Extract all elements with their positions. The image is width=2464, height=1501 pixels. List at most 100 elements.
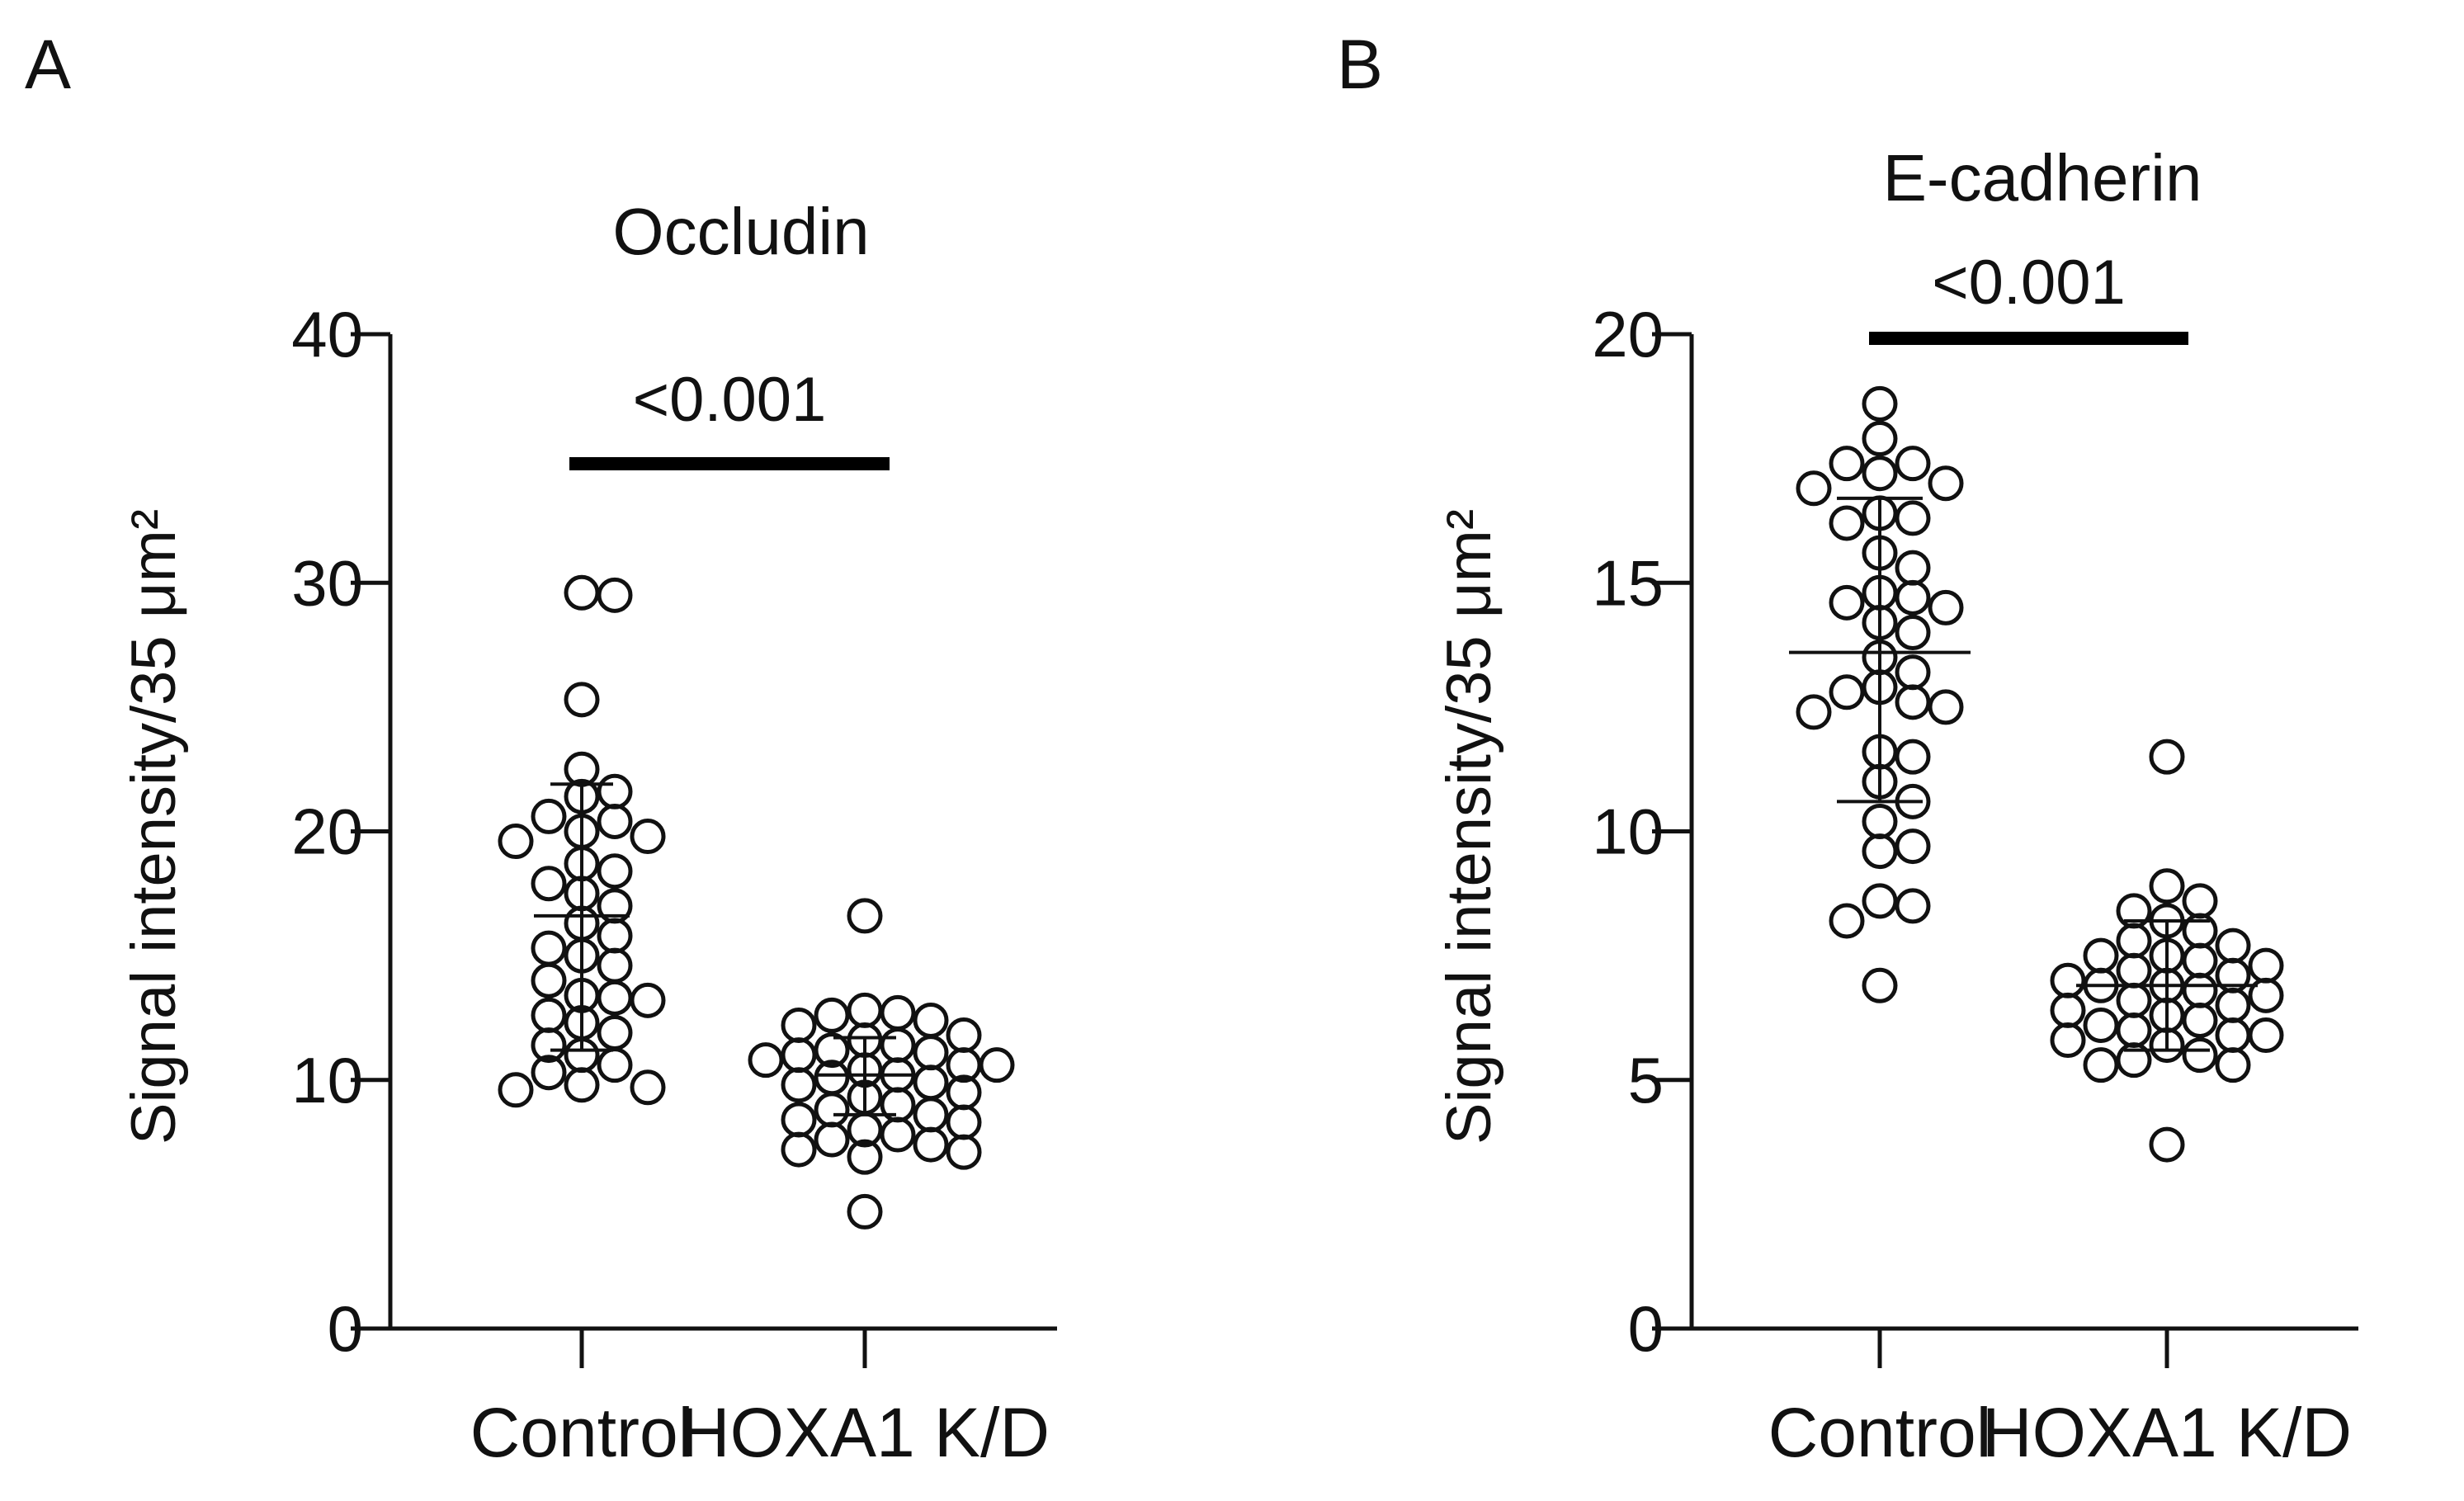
x-category-label: Control	[470, 1394, 694, 1471]
data-point	[781, 1007, 817, 1043]
data-point	[597, 803, 633, 839]
y-tick-label: 0	[328, 1292, 363, 1365]
y-tick-label: 20	[291, 795, 363, 868]
data-point	[597, 979, 633, 1016]
data-point	[531, 1055, 567, 1091]
data-point	[1895, 615, 1931, 650]
data-point	[2149, 868, 2185, 904]
data-point	[913, 1035, 949, 1071]
data-point	[2050, 962, 2086, 998]
y-tick-label: 10	[291, 1044, 363, 1116]
data-point	[2083, 1047, 2119, 1083]
data-point	[2083, 937, 2119, 974]
data-point	[2182, 1037, 2218, 1074]
panel-letter-a: A	[25, 26, 71, 103]
data-point	[1829, 446, 1865, 482]
data-point	[946, 1104, 982, 1140]
data-point	[2248, 977, 2284, 1013]
y-tick-label: 20	[1592, 298, 1664, 371]
data-point	[1862, 883, 1898, 919]
data-point	[2182, 942, 2218, 979]
data-point	[531, 930, 567, 966]
data-point	[1862, 385, 1898, 422]
data-point	[913, 1097, 949, 1133]
data-point	[814, 1121, 850, 1158]
data-point	[880, 994, 916, 1031]
data-point	[498, 824, 534, 860]
data-point	[531, 866, 567, 902]
data-point	[597, 853, 633, 890]
data-point	[2149, 1126, 2185, 1163]
data-point	[2248, 947, 2284, 984]
data-point	[1928, 689, 1964, 725]
data-point	[630, 982, 666, 1018]
data-point	[2116, 982, 2152, 1018]
data-point	[1895, 684, 1931, 720]
data-point	[1895, 446, 1931, 482]
significance-label: <0.001	[633, 365, 827, 435]
data-point	[814, 1092, 850, 1128]
panel-letter-b: B	[1337, 26, 1383, 103]
data-point	[913, 1002, 949, 1038]
data-point	[880, 1027, 916, 1064]
data-point	[2083, 1007, 2119, 1043]
data-point	[781, 1037, 817, 1074]
data-point	[1862, 833, 1898, 870]
data-point	[814, 997, 850, 1033]
data-point	[2215, 1047, 2251, 1083]
y-tick-label: 10	[1592, 795, 1664, 868]
data-point	[946, 1134, 982, 1170]
data-point	[1862, 803, 1898, 839]
data-point	[2248, 1017, 2284, 1054]
data-point	[814, 1032, 850, 1069]
x-category-label: HOXA1 K/D	[1982, 1394, 2352, 1471]
data-point	[1895, 739, 1931, 775]
data-point	[946, 1017, 982, 1054]
data-point	[564, 574, 600, 611]
data-point	[2116, 1012, 2152, 1048]
data-point	[1829, 903, 1865, 939]
data-point	[1895, 550, 1931, 586]
data-point	[2116, 1042, 2152, 1079]
data-point	[597, 1047, 633, 1083]
data-point	[913, 1126, 949, 1163]
data-point	[1796, 470, 1832, 507]
y-axis-title: Signal intensity/35 μm²	[1434, 509, 1504, 1145]
data-point	[2050, 992, 2086, 1028]
data-point	[847, 898, 883, 934]
data-point	[2050, 1022, 2086, 1059]
data-point	[630, 819, 666, 855]
y-tick-label: 5	[1628, 1044, 1664, 1116]
data-point	[531, 798, 567, 834]
data-point	[2182, 883, 2218, 919]
data-point	[1862, 421, 1898, 457]
data-point	[880, 1116, 916, 1153]
data-point	[2116, 952, 2152, 989]
data-point	[1862, 455, 1898, 492]
y-axis-title: Signal intensity/35 μm²	[119, 509, 189, 1145]
data-point	[2182, 1002, 2218, 1038]
data-point	[1928, 589, 1964, 625]
data-point	[564, 1067, 600, 1103]
data-point	[1829, 674, 1865, 710]
data-point	[2215, 1017, 2251, 1054]
data-point	[597, 577, 633, 613]
data-point	[913, 1064, 949, 1101]
data-point	[630, 1069, 666, 1106]
y-tick-label: 40	[291, 298, 363, 371]
panel-a: A Occludin Signal intensity/35 μm² 0 10 20…	[25, 26, 1057, 1471]
data-point	[748, 1042, 784, 1079]
data-point	[1829, 584, 1865, 621]
data-point	[1895, 654, 1931, 691]
data-point	[597, 773, 633, 810]
data-point	[1928, 465, 1964, 502]
data-point	[847, 1139, 883, 1175]
data-point	[1895, 579, 1931, 616]
y-tick-label: 0	[1628, 1292, 1664, 1365]
data-point	[564, 682, 600, 718]
y-tick-label: 15	[1592, 546, 1664, 619]
data-point	[2116, 923, 2152, 959]
